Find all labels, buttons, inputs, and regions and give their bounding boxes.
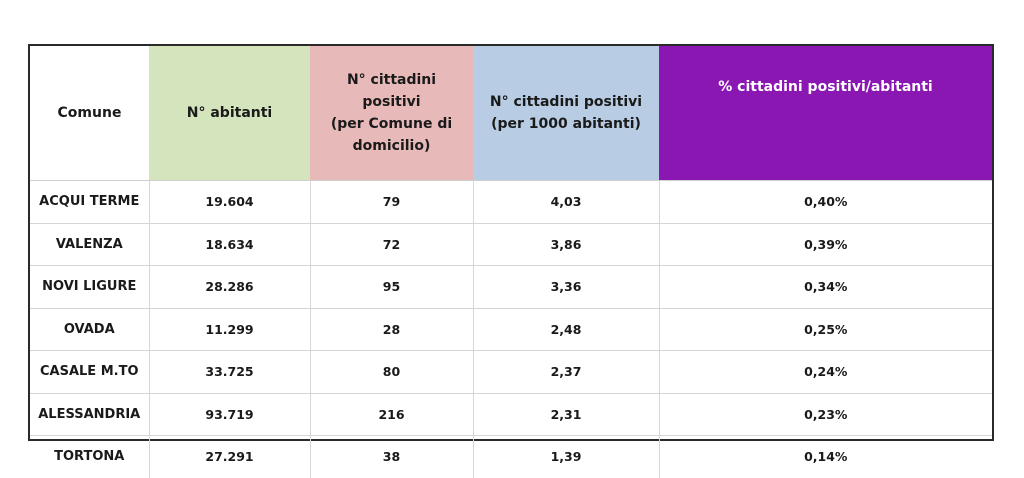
cell-positivi: 216 [310,393,474,436]
header-abitanti-label: N° abitanti [186,105,273,121]
header-positivi-line4: domicilio) [352,138,431,154]
cell-abitanti: 28.286 [149,265,311,309]
header-percent: % cittadini positivi/abitanti [659,46,992,181]
data-table-frame: Comune N° abitanti N° cittadini positivi… [28,44,994,478]
header-positivi: N° cittadini positivi (per Comune di dom… [310,46,473,181]
header-comune: Comune [30,46,149,181]
cell-comune: TORTONA [30,435,150,478]
cell-comune: ACQUI TERME [30,180,150,224]
cell-positivi: 79 [310,180,474,224]
cell-percent: 0,34% [659,265,992,309]
cell-abitanti: 18.634 [149,223,311,266]
header-abitanti: N° abitanti [149,46,310,181]
table-row: ACQUI TERME 19.604 79 4,03 0,40% [30,180,992,224]
cell-per1000: 1,39 [473,435,660,478]
cell-comune: ALESSANDRIA [30,393,150,436]
cell-positivi: 28 [310,308,474,351]
cell-per1000: 4,03 [473,180,660,224]
header-per1000-line2: (per 1000 abitanti) [491,116,641,132]
cell-comune: OVADA [30,308,150,351]
table-row: NOVI LIGURE 28.286 95 3,36 0,34% [30,265,992,309]
cell-percent: 0,14% [804,449,848,465]
table-row: OVADA 11.299 28 2,48 0,25% [30,308,992,351]
header-positivi-line3: (per Comune di [330,116,453,132]
cell-positivi: 72 [310,223,474,266]
cell-percent: 0,25% [659,308,992,351]
cell-percent: 0,39% [659,223,992,266]
cell-percent: 0,24% [659,350,992,394]
cell-comune: NOVI LIGURE [30,265,150,309]
cell-per1000: 3,36 [473,265,660,309]
cell-abitanti: 11.299 [149,308,311,351]
header-comune-label: Comune [57,105,122,121]
cell-per1000: 2,31 [473,393,660,436]
header-per1000: N° cittadini positivi (per 1000 abitanti… [473,46,659,181]
cell-positivi: 38 [310,435,474,478]
header-percent-label: % cittadini positivi/abitanti [718,79,933,95]
cell-comune: VALENZA [30,223,150,266]
header-positivi-line2: positivi [362,94,421,110]
cell-abitanti: 33.725 [149,350,311,394]
cell-abitanti: 19.604 [149,180,311,224]
cell-positivi: 95 [310,265,474,309]
cell-percent: 0,40% [659,180,992,224]
cell-abitanti: 27.291 [149,435,311,478]
table-body: ACQUI TERME 19.604 79 4,03 0,40% VALENZA… [30,180,992,478]
table-row: VALENZA 18.634 72 3,86 0,39% [30,223,992,266]
cell-positivi: 80 [310,350,474,394]
header-positivi-line1: N° cittadini [346,72,437,88]
table-header-row: Comune N° abitanti N° cittadini positivi… [30,46,992,181]
table-row: ALESSANDRIA 93.719 216 2,31 0,23% [30,393,992,436]
cell-percent: 0,23% [659,393,992,436]
covid-cases-table: Comune N° abitanti N° cittadini positivi… [30,46,992,478]
cell-per1000: 3,86 [473,223,660,266]
cell-abitanti: 93.719 [149,393,311,436]
cell-per1000: 2,37 [473,350,660,394]
cell-per1000: 2,48 [473,308,660,351]
table-row: TORTONA 27.291 38 1,39 0,14% [30,435,992,478]
header-per1000-line1: N° cittadini positivi [489,94,643,110]
table-row: CASALE M.TO 33.725 80 2,37 0,24% [30,350,992,394]
cell-comune: CASALE M.TO [30,350,150,394]
